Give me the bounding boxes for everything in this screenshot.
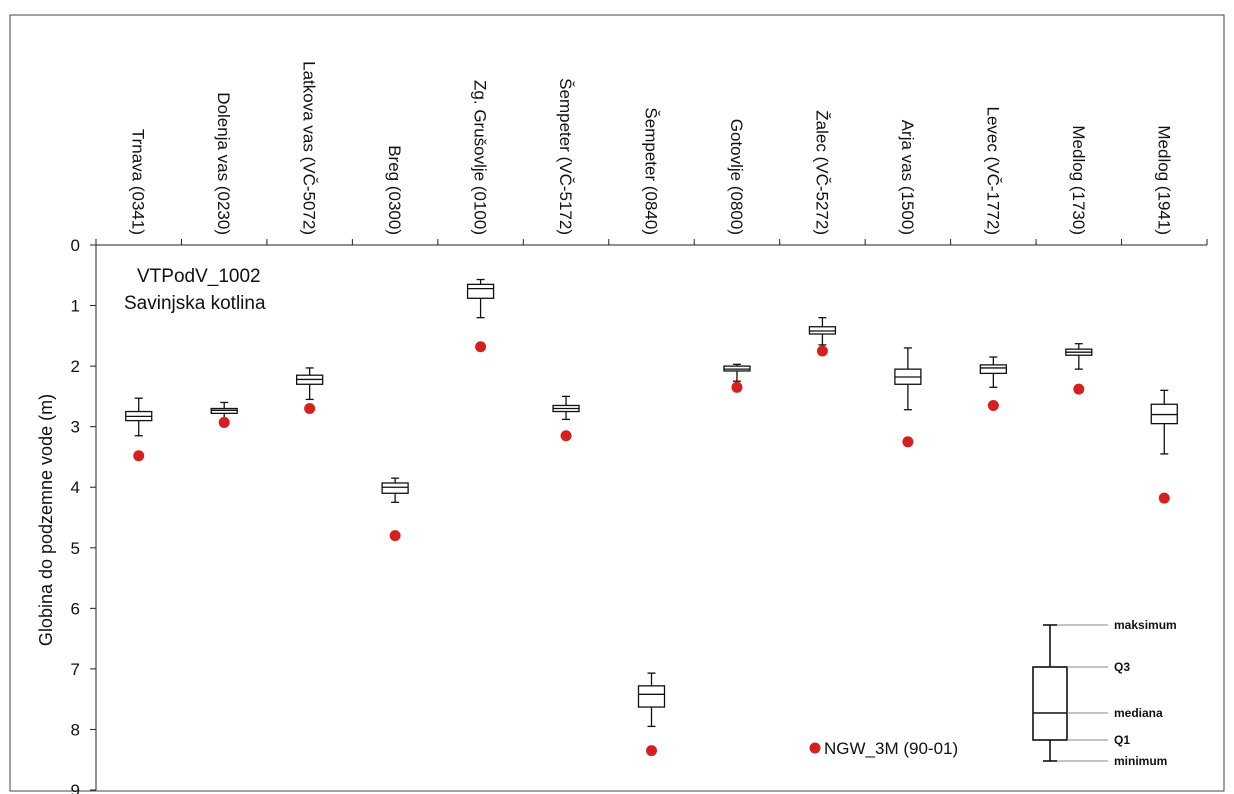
- legend-label-maksimum: maksimum: [1114, 618, 1177, 632]
- category-label: Gotovlje (0800): [727, 119, 746, 235]
- ngw-point: [731, 381, 743, 393]
- category-label: Medlog (1730): [1069, 125, 1088, 235]
- box-iqr: [466, 283, 495, 299]
- y-tick-label: 9: [71, 781, 80, 794]
- category-label: Levec (VČ-1772): [983, 106, 1002, 235]
- legend-label-mediana: mediana: [1114, 706, 1163, 720]
- category-label: Dolenja vas (0230): [214, 92, 233, 235]
- box-iqr: [637, 685, 666, 708]
- y-tick-label: 8: [71, 720, 80, 739]
- y-tick-label: 2: [71, 357, 80, 376]
- y-tick-label: 3: [71, 418, 80, 437]
- ngw-point: [304, 403, 316, 414]
- y-tick-label: 5: [71, 539, 80, 558]
- category-label: Šempeter (VČ-5172): [556, 78, 575, 235]
- legend: NGW_3M (90-01) maksimum Q3 mediana Q1 minimum: [809, 618, 1177, 768]
- legend-label-minimum: minimum: [1114, 754, 1167, 768]
- category-label: Latkova vas (VČ-5072): [300, 61, 319, 235]
- legend-label-q3: Q3: [1114, 660, 1130, 674]
- y-tick-label: 7: [71, 660, 80, 679]
- ngw-point: [902, 436, 914, 448]
- category-label: Medlog (1941): [1154, 125, 1173, 235]
- ngw-point: [816, 345, 828, 357]
- y-axis-label: Globina do podzemne vode (m): [36, 394, 56, 646]
- legend-point-marker: [809, 742, 821, 754]
- y-tick-label: 0: [71, 236, 80, 255]
- category-label: Šempeter (0840): [642, 107, 661, 235]
- y-tick-label: 4: [71, 478, 80, 497]
- ngw-point: [1158, 492, 1170, 504]
- legend-label-q1: Q1: [1114, 733, 1130, 747]
- category-label: Zg. Grušovlje (0100): [471, 80, 490, 235]
- legend-point-label: NGW_3M (90-01): [824, 739, 958, 758]
- plot-area: 0 1 2 3 4 5 6 7 8 9 Trnava (0341) Dolenja vas (0230…: [71, 61, 1208, 794]
- box-iqr: [381, 482, 409, 494]
- chart-title-line-1: VTPodV_1002: [137, 266, 261, 287]
- ngw-point: [560, 430, 572, 442]
- y-tick-label: 1: [71, 297, 80, 316]
- category-label: Trnava (0341): [129, 129, 148, 235]
- box-iqr: [979, 364, 1007, 375]
- ngw-point: [987, 399, 999, 411]
- legend-box: [1032, 666, 1068, 741]
- ngw-point: [646, 745, 657, 757]
- ngw-point: [1073, 383, 1085, 395]
- ngw-point: [133, 450, 145, 462]
- chart-title-line-2: Savinjska kotlina: [124, 293, 266, 314]
- y-tick-label: 6: [71, 599, 80, 618]
- outer-frame: [9, 14, 1225, 792]
- ngw-point: [218, 416, 230, 428]
- ngw-point: [389, 530, 401, 542]
- category-label: Arja vas (1500): [898, 120, 917, 235]
- category-label: Žalec (VČ-5272): [812, 110, 831, 235]
- category-label: Breg (0300): [385, 145, 404, 235]
- ngw-point: [475, 341, 487, 353]
